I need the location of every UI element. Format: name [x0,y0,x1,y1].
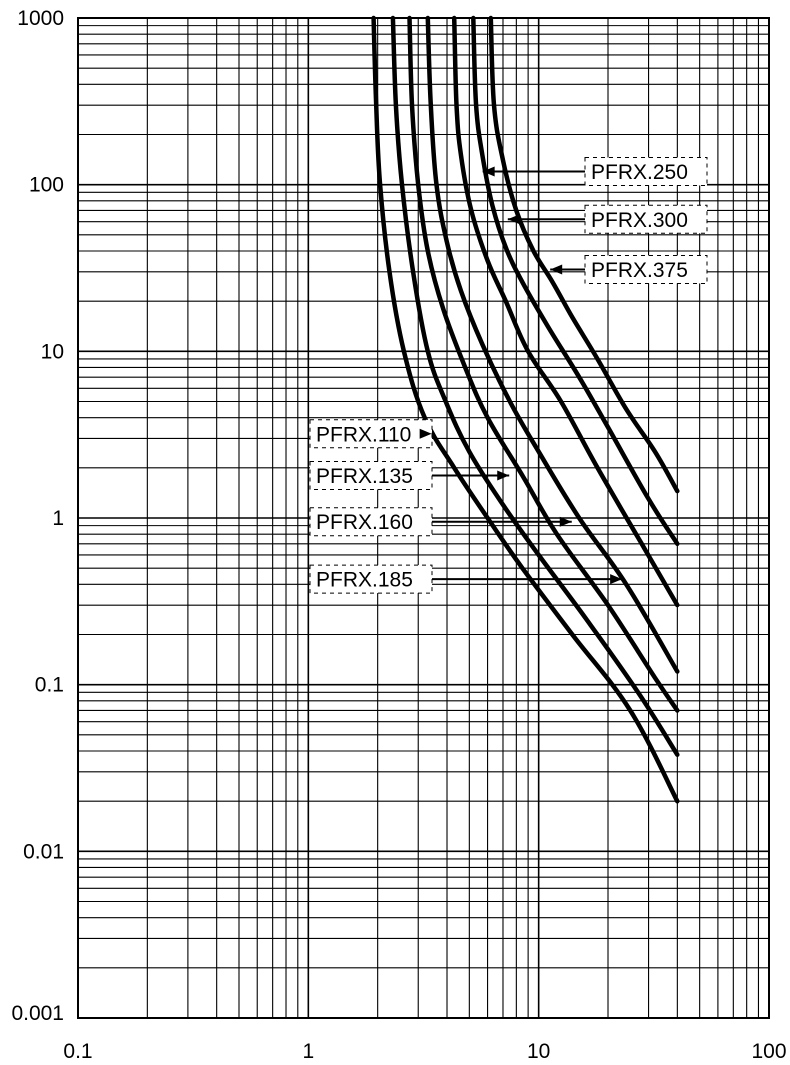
x-tick-label: 100 [751,1040,786,1063]
label-box-pfrx-185 [309,564,433,594]
arrowhead-pfrx-375 [550,264,563,275]
arrowhead-pfrx-185 [610,574,623,585]
label-pfrx-250: PFRX.250 [591,161,688,184]
x-tick-label: 0.1 [63,1040,92,1063]
y-tick-label: 0.1 [35,674,64,697]
curve-pfrx-300 [471,15,680,547]
y-tick-label: 10 [41,340,64,363]
y-tick-label: 100 [29,174,64,197]
y-tick-label: 1000 [17,7,64,30]
curve-labels: PFRX.110 PFRX.135 PFRX.160 PFRX.185 PFRX.250… [309,156,708,594]
plot-frame [77,17,770,1019]
y-tick-label: 1 [52,507,64,530]
curve-pfrx-250 [451,15,680,608]
label-pfrx-300: PFRX.300 [591,209,688,232]
y-tick-label: 0.01 [23,840,64,863]
label-box-pfrx-250 [584,156,708,186]
curve-pfrx-185 [425,15,680,674]
label-box-pfrx-375 [584,254,708,284]
curve-pfrx-375 [488,15,680,494]
grid [77,18,769,1019]
label-box-pfrx-110 [309,419,433,449]
curves [371,15,680,804]
y-tick-label: 0.001 [11,1002,64,1025]
arrowhead-pfrx-135 [497,470,510,481]
curve-pfrx-135 [390,15,680,757]
x-tick-label: 10 [527,1040,550,1063]
label-pfrx-135: PFRX.135 [316,465,413,488]
curve-pfrx-160 [407,15,680,713]
label-box-pfrx-300 [584,204,708,234]
label-pfrx-160: PFRX.160 [316,511,413,534]
arrowhead-pfrx-110 [419,428,432,439]
label-pfrx-110: PFRX.110 [316,423,411,446]
label-pfrx-185: PFRX.185 [316,569,413,592]
curve-pfrx-110 [371,15,680,804]
x-tick-label: 1 [302,1040,314,1063]
tick-labels: 0.1 1 10 100 1000 100 10 1 0.1 0.01 0.001 [11,7,786,1063]
label-pfrx-375: PFRX.375 [591,259,688,282]
arrowhead-pfrx-250 [482,166,495,177]
arrowhead-pfrx-300 [507,214,520,225]
arrowhead-pfrx-160 [559,516,572,527]
